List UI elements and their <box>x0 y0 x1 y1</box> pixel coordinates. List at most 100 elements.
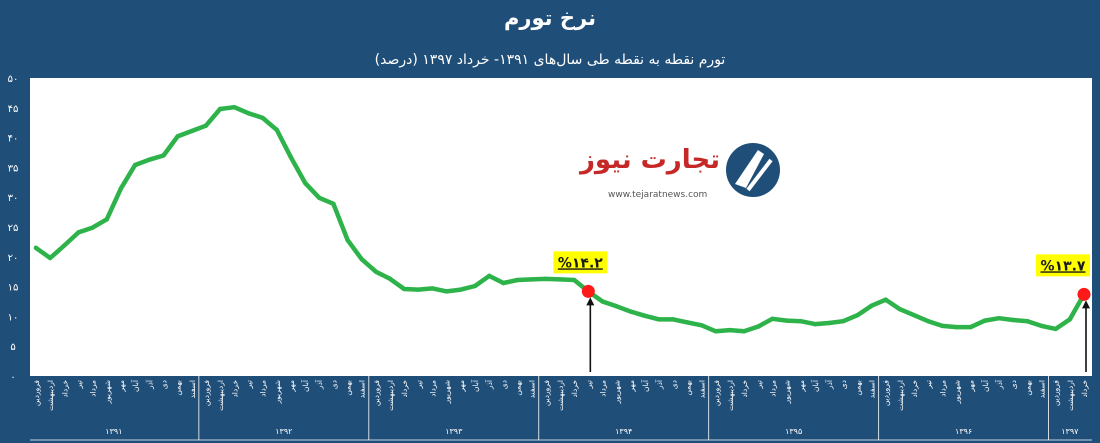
data-point <box>741 329 747 334</box>
x-tick-label: خرداد <box>400 380 409 398</box>
y-axis: ۰ ۵ ۱۰ ۱۵ ۲۰ ۲۵ ۳۰ ۳۵ ۴۰ ۴۵ ۵۰ <box>8 74 19 383</box>
chart-title: نرخ تورم <box>504 6 596 30</box>
data-point <box>727 327 733 333</box>
data-point <box>756 324 761 329</box>
data-point <box>33 245 39 251</box>
data-point <box>529 277 534 282</box>
x-tick-label: آذر <box>144 379 154 390</box>
x-tick-label: اسفند <box>358 380 367 398</box>
data-point <box>996 315 1002 321</box>
x-tick-label: تیر <box>754 380 763 390</box>
data-point <box>62 243 67 248</box>
data-point <box>189 128 194 134</box>
x-tick-label: مرداد <box>89 380 98 397</box>
year-label: ۱۳۹۴ <box>615 427 632 436</box>
data-point <box>1010 317 1016 323</box>
data-point <box>76 230 81 235</box>
data-point <box>628 309 634 314</box>
x-tick-label: مرداد <box>598 380 607 397</box>
data-point <box>826 320 832 326</box>
year-label: ۱۳۹۷ <box>1061 427 1079 436</box>
tejaratnews-logo: تجارت نیوز www.tejaratnews.com <box>578 143 780 200</box>
data-point <box>1039 323 1044 329</box>
data-point <box>940 323 945 329</box>
data-point <box>373 269 379 274</box>
x-tick-label: فروردین <box>32 380 41 407</box>
x-tick-label: شهریور <box>443 380 452 404</box>
data-point <box>387 276 393 282</box>
data-point <box>869 303 874 308</box>
x-tick-label: آذر <box>314 379 324 390</box>
data-point <box>444 289 449 294</box>
data-point <box>1067 317 1073 322</box>
data-point <box>132 162 138 168</box>
x-tick-label: آبان <box>130 379 140 392</box>
x-tick-label: شهریور <box>783 380 792 404</box>
year-label: ۱۳۹۲ <box>275 427 292 436</box>
x-tick-label: اردیبهشت <box>896 380 905 411</box>
x-tick-label: فروردین <box>1052 380 1061 407</box>
x-tick-label: اسفند <box>868 380 877 398</box>
y-tick-label: ۵۰ <box>8 74 19 85</box>
data-point <box>458 287 464 292</box>
x-tick-label: دی <box>669 380 678 389</box>
year-label: ۱۳۹۶ <box>955 427 972 436</box>
data-point <box>713 329 718 334</box>
data-point <box>897 307 903 312</box>
data-point <box>656 317 662 322</box>
data-point <box>614 304 619 309</box>
x-tick-label: اسفند <box>188 380 197 398</box>
x-tick-label: تیر <box>584 380 593 390</box>
x-tick-label: دی <box>159 380 168 389</box>
callout-box <box>553 251 608 274</box>
x-tick-label: آبان <box>810 379 820 392</box>
x-tick-label: فروردین <box>202 380 211 407</box>
x-tick-label: مهر <box>797 380 806 393</box>
x-tick-label: اردیبهشت <box>1066 380 1075 411</box>
data-point <box>90 225 95 230</box>
data-point <box>1053 326 1058 332</box>
x-tick-label: مرداد <box>938 380 947 397</box>
data-point <box>260 115 265 121</box>
x-tick-label: مهر <box>117 380 126 393</box>
callout-arrowhead <box>586 297 595 306</box>
data-point <box>147 157 152 162</box>
data-point <box>671 317 676 322</box>
x-tick-label: تیر <box>414 380 423 390</box>
data-point <box>642 313 648 319</box>
x-tick-label: تیر <box>244 380 253 390</box>
data-point <box>982 318 988 323</box>
x-tick-label: فروردین <box>542 380 551 407</box>
x-tick-label: دی <box>1009 380 1018 389</box>
chart-subtitle: تورم نقطه به نقطه طی سال‌های ۱۳۹۱- خرداد… <box>374 52 726 68</box>
x-tick-label: اسفند <box>528 380 537 398</box>
data-point <box>47 255 53 261</box>
y-tick-label: ۲۵ <box>8 223 19 234</box>
y-tick-label: ۵ <box>10 342 15 353</box>
x-tick-label: آبان <box>470 379 480 392</box>
x-tick-label: خرداد <box>1080 380 1089 398</box>
data-point <box>317 195 322 200</box>
data-point <box>359 256 364 262</box>
year-label: ۱۳۹۳ <box>445 427 463 436</box>
x-tick-label: دی <box>499 380 508 389</box>
x-tick-label: بهمن <box>853 380 862 396</box>
x-tick-label: خرداد <box>740 380 749 398</box>
x-tick-label: آبان <box>640 379 650 392</box>
data-point <box>784 318 789 323</box>
data-point <box>883 297 888 302</box>
x-tick-label: خرداد <box>910 380 919 398</box>
x-tick-label: خرداد <box>60 380 69 398</box>
x-tick-label: شهریور <box>613 380 622 404</box>
x-tick-label: اردیبهشت <box>726 380 735 411</box>
x-tick-label: مرداد <box>429 380 438 397</box>
data-point <box>1025 318 1030 324</box>
data-point <box>501 280 506 286</box>
year-label: ۱۳۹۵ <box>785 427 802 436</box>
x-tick-label: فروردین <box>372 380 381 407</box>
x-tick-label: مهر <box>457 380 466 393</box>
y-tick-label: ۴۵ <box>8 104 19 115</box>
callout-label: %۱۴.۲ <box>558 255 603 271</box>
data-point <box>968 324 973 330</box>
